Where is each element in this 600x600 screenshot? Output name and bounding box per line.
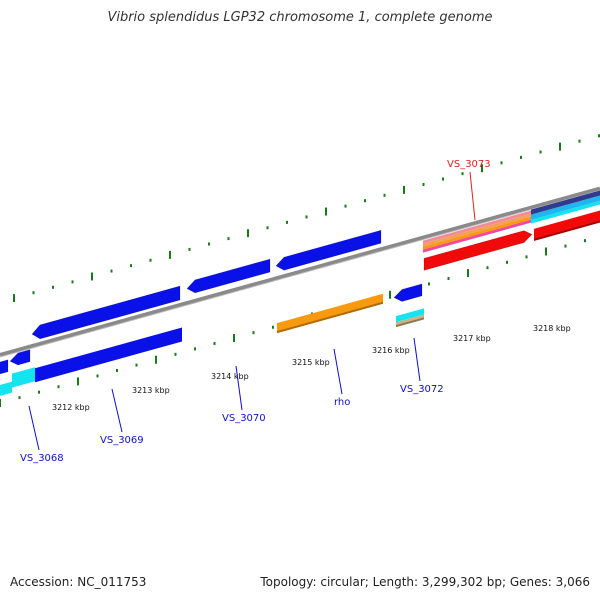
gene-arrow-vs3069 bbox=[32, 286, 180, 339]
cds-band-orange-rho bbox=[277, 293, 383, 334]
gene-leader-line bbox=[469, 171, 476, 221]
kbp-label: 3213 kbp bbox=[132, 386, 170, 395]
gene-arrow-vs3068-part-edge bbox=[9, 349, 31, 366]
cds-band-skyblue bbox=[531, 195, 600, 220]
cds-band-cyan-vs3072 bbox=[396, 308, 424, 323]
kbp-label: 3215 kbp bbox=[292, 358, 330, 367]
kbp-label: 3212 kbp bbox=[52, 403, 90, 412]
gene-label: VS_3070 bbox=[222, 413, 266, 424]
cds-band-red-right bbox=[534, 210, 600, 241]
map-title: Vibrio splendidus LGP32 chromosome 1, co… bbox=[107, 10, 493, 25]
genome-backbone-shadow bbox=[0, 190, 600, 358]
kbp-label: 3214 kbp bbox=[211, 372, 249, 381]
gene-label: VS_3072 bbox=[400, 384, 444, 395]
gene-arrow-vs3072 bbox=[394, 283, 422, 302]
cds-band-orange-rho-shade bbox=[277, 301, 383, 334]
gene-arrow-vs3070-edge bbox=[186, 258, 271, 294]
gene-arrow-rho bbox=[276, 230, 381, 271]
cds-band-blue-vs3069 bbox=[35, 327, 182, 383]
genome-backbone bbox=[0, 186, 600, 357]
cds-band-tan-vs3072-shade bbox=[396, 317, 424, 328]
kbp-label: 3217 kbp bbox=[453, 334, 491, 343]
gene-leader-line bbox=[413, 337, 421, 382]
gene-leader-line bbox=[28, 405, 40, 451]
kbp-label: 3216 kbp bbox=[372, 346, 410, 355]
cds-band-cyan-right bbox=[531, 200, 600, 224]
outer-tick-row bbox=[13, 134, 600, 303]
gene-label: VS_3069 bbox=[100, 435, 144, 446]
gene-label: VS_3073 bbox=[447, 159, 491, 170]
topology-text: Topology: circular; Length: 3,299,302 bp… bbox=[260, 575, 590, 589]
accession-text: Accession: NC_011753 bbox=[10, 575, 147, 589]
gene-arrow-vs3073 bbox=[424, 230, 532, 271]
gene-leader-line bbox=[333, 348, 343, 395]
cds-band-red-right-shade bbox=[534, 220, 600, 241]
gene-arrow-rho-edge bbox=[275, 229, 382, 271]
gene-label: rho bbox=[334, 397, 350, 408]
gene-arrow-vs3072-edge bbox=[393, 283, 423, 302]
gene-leader-line bbox=[235, 365, 243, 411]
gene-arrow-vs3070 bbox=[187, 259, 270, 293]
cds-band-cyan-left bbox=[0, 381, 12, 396]
gene-label: VS_3068 bbox=[20, 453, 64, 464]
gene-arrow-vs3069-edge bbox=[31, 285, 181, 340]
kbp-label: 3218 kbp bbox=[533, 324, 571, 333]
cds-band-cyan bbox=[12, 367, 35, 388]
gene-leader-line bbox=[111, 388, 123, 433]
cds-band-navy bbox=[531, 190, 600, 215]
gene-arrow-vs3068-part bbox=[10, 349, 30, 366]
gene-arrow-vs3067-edge bbox=[0, 359, 9, 375]
gene-arrow-vs3067 bbox=[0, 359, 8, 374]
gene-arrow-vs3073-edge bbox=[423, 230, 533, 271]
